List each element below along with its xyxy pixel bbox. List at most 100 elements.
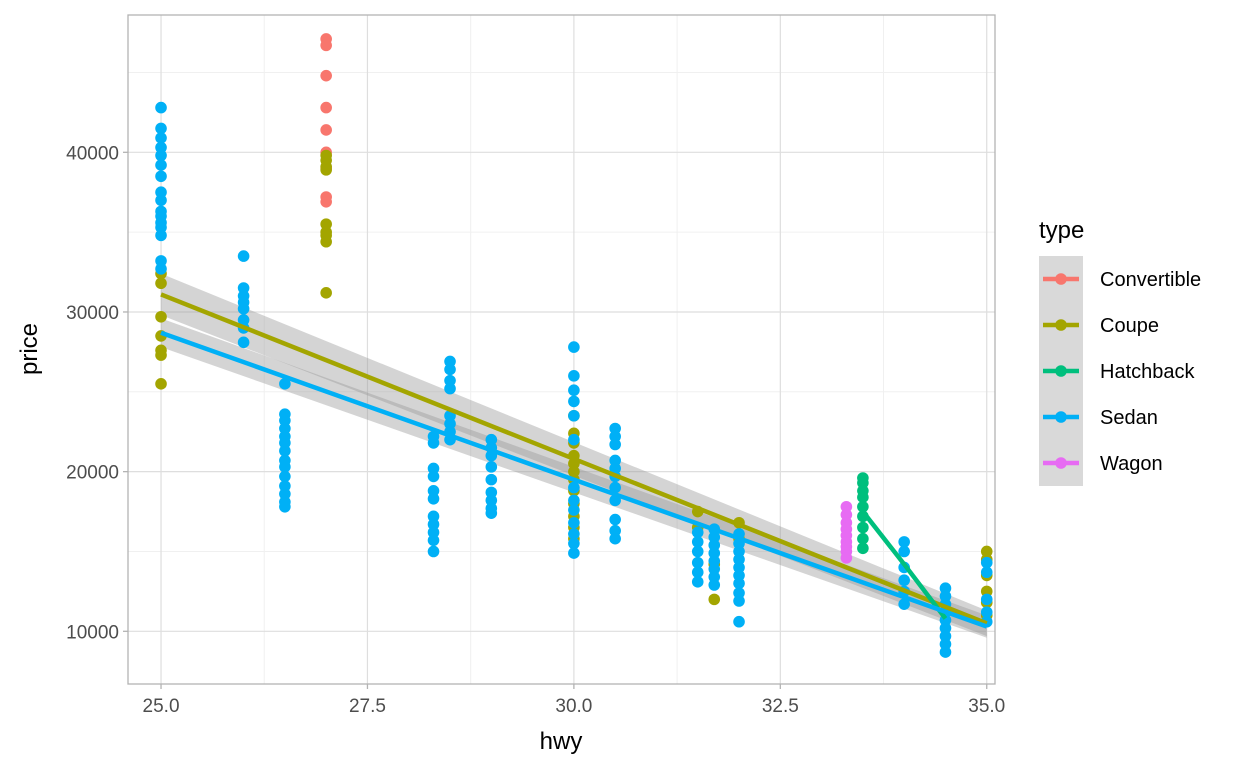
data-point-coupe	[155, 277, 167, 290]
data-point-sedan	[237, 336, 250, 349]
data-point-sedan	[427, 510, 440, 523]
data-point-coupe	[708, 593, 721, 606]
data-point-sedan	[155, 149, 167, 162]
data-point-sedan	[898, 545, 910, 558]
y-tick-label: 20000	[66, 463, 119, 484]
data-point-sedan	[898, 598, 910, 610]
data-point-sedan	[427, 485, 440, 497]
data-point-sedan	[733, 561, 745, 574]
data-point-sedan	[733, 545, 745, 558]
data-point-sedan	[733, 587, 745, 599]
data-point-sedan	[279, 437, 291, 449]
data-point-hatchback	[857, 491, 869, 503]
data-point-coupe	[320, 218, 332, 230]
data-point-coupe	[568, 465, 580, 478]
data-point-convertible	[320, 101, 332, 114]
data-point-sedan	[708, 555, 721, 567]
data-point-sedan	[733, 615, 745, 628]
legend-point-sedan	[1055, 411, 1067, 423]
data-point-sedan	[155, 101, 167, 114]
legend-label-convertible: Convertible	[1100, 269, 1201, 291]
legend-label-hatchback: Hatchback	[1100, 361, 1195, 383]
data-point-sedan	[279, 378, 291, 390]
data-point-sedan	[939, 590, 952, 602]
data-point-sedan	[733, 553, 745, 566]
data-point-wagon	[840, 508, 853, 521]
data-point-sedan	[427, 470, 440, 483]
data-point-sedan	[609, 524, 621, 537]
data-point-sedan	[939, 646, 952, 658]
data-point-sedan	[279, 500, 291, 513]
data-point-sedan	[427, 534, 440, 547]
plot-border	[127, 14, 996, 685]
data-point-sedan	[708, 563, 721, 575]
data-point-sedan	[609, 462, 621, 475]
y-axis-title: price	[16, 323, 43, 375]
data-point-sedan	[708, 531, 721, 543]
data-point-coupe	[155, 378, 167, 390]
data-point-sedan	[279, 488, 291, 500]
legend-label-coupe: Coupe	[1100, 315, 1159, 337]
data-point-sedan	[980, 606, 993, 618]
data-point-hatchback	[857, 542, 869, 555]
data-point-sedan	[708, 571, 721, 583]
trend-line-hatchback	[861, 510, 948, 620]
legend-label-wagon: Wagon	[1100, 453, 1163, 475]
data-point-sedan	[898, 536, 910, 548]
data-point-sedan	[568, 528, 580, 540]
data-point-sedan	[155, 141, 167, 154]
trend-line-sedan	[160, 330, 988, 629]
data-point-sedan	[485, 433, 498, 446]
data-point-sedan	[609, 513, 621, 526]
data-point-convertible	[320, 196, 332, 208]
data-point-sedan	[237, 314, 250, 326]
data-point-convertible	[320, 39, 332, 52]
data-point-hatchback	[857, 532, 869, 545]
data-point-sedan	[485, 473, 498, 486]
data-point-sedan	[155, 255, 167, 267]
data-point-sedan	[237, 302, 250, 315]
y-tick-label: 10000	[66, 622, 119, 643]
data-point-sedan	[568, 384, 580, 397]
legend-point-convertible	[1055, 273, 1067, 285]
legend-point-coupe	[1055, 319, 1067, 331]
data-point-sedan	[444, 417, 456, 430]
data-point-wagon	[840, 500, 853, 513]
data-point-sedan	[568, 370, 580, 382]
data-point-sedan	[485, 486, 498, 499]
data-point-sedan	[155, 186, 167, 199]
data-point-sedan	[279, 461, 291, 473]
legend-point-hatchback	[1055, 365, 1067, 377]
data-point-sedan	[691, 545, 704, 558]
data-point-sedan	[939, 622, 952, 634]
data-point-sedan	[485, 494, 498, 507]
data-point-sedan	[444, 382, 456, 395]
data-point-sedan	[939, 582, 952, 595]
data-point-sedan	[609, 422, 621, 435]
x-tick-label: 35.0	[968, 696, 1005, 717]
data-point-sedan	[155, 263, 167, 275]
x-axis-title: hwy	[540, 728, 583, 755]
data-point-sedan	[444, 355, 456, 368]
data-point-sedan	[691, 566, 704, 579]
data-point-sedan	[155, 159, 167, 171]
data-point-sedan	[691, 526, 704, 539]
data-point-sedan	[609, 454, 621, 467]
data-point-sedan	[237, 282, 250, 294]
data-point-sedan	[609, 532, 621, 545]
data-point-coupe	[320, 287, 332, 299]
x-tick-label: 32.5	[762, 696, 799, 717]
data-point-hatchback	[857, 500, 869, 513]
data-point-sedan	[568, 395, 580, 408]
data-point-sedan	[444, 363, 456, 376]
data-point-sedan	[568, 341, 580, 353]
data-point-sedan	[708, 547, 721, 559]
x-tick-label: 27.5	[349, 696, 386, 717]
data-point-sedan	[733, 577, 745, 590]
y-tick-label: 30000	[66, 303, 119, 324]
data-point-sedan	[155, 221, 167, 234]
data-point-hatchback	[857, 521, 869, 534]
data-point-sedan	[155, 194, 167, 207]
